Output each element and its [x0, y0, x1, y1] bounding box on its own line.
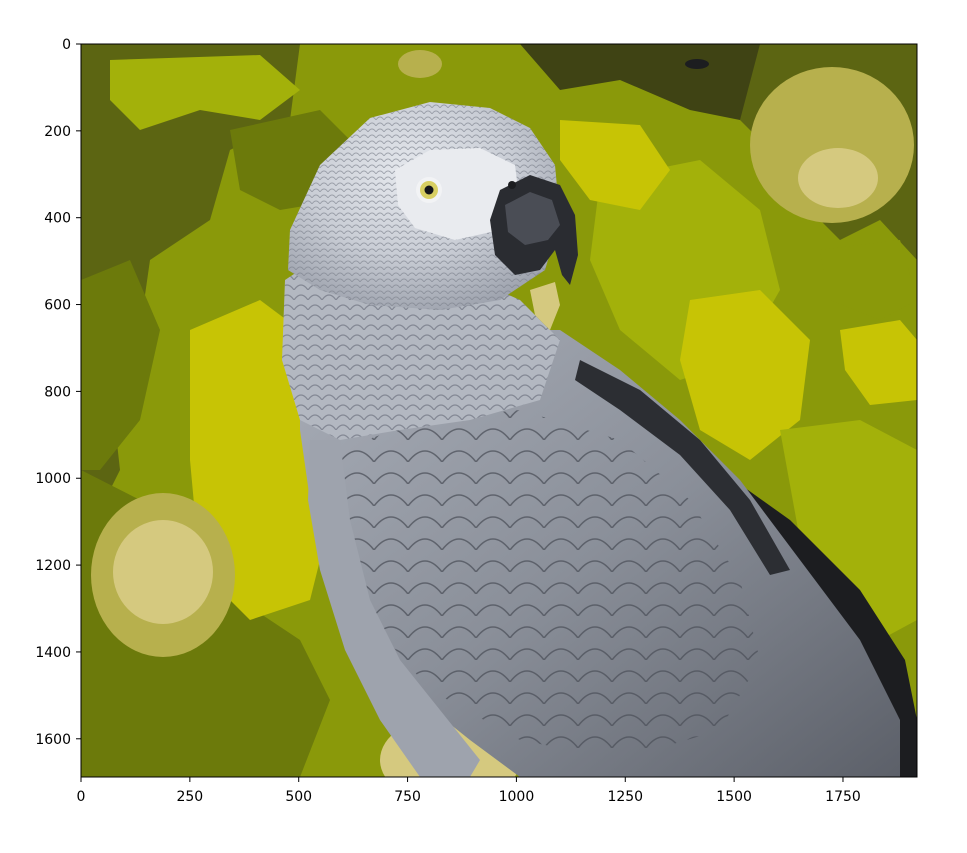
parrot	[282, 102, 917, 777]
parrot-nostril	[508, 181, 516, 189]
y-tick-label: 400	[44, 211, 71, 227]
parrot-belly	[308, 440, 480, 777]
foliage-green-right	[820, 240, 917, 320]
y-tick-label: 1400	[35, 645, 71, 661]
x-axis-ticks: 0 250 500 750 1000 1250 1500 1750	[77, 777, 861, 805]
x-tick-label: 250	[176, 789, 203, 805]
x-tick-label: 0	[77, 789, 86, 805]
foliage-olive-left	[81, 260, 160, 470]
photo-image	[81, 44, 917, 777]
y-tick-label: 200	[44, 124, 71, 140]
parrot-eye-pupil	[424, 185, 434, 195]
foliage-lime-top	[110, 55, 300, 130]
x-tick-label: 1500	[716, 789, 752, 805]
foliage-shadow-left	[81, 44, 300, 520]
y-tick-label: 1000	[35, 471, 71, 487]
y-tick-label: 800	[44, 384, 71, 400]
x-tick-label: 1750	[825, 789, 861, 805]
parrot-throat-tuft	[530, 282, 560, 330]
foliage-yellow-upper	[560, 120, 670, 210]
parrot-wing-edge	[575, 360, 790, 575]
bokeh-circle-left-inner	[113, 520, 213, 624]
axes-frame	[80, 43, 918, 778]
y-tick-label: 0	[62, 37, 71, 53]
y-tick-label: 600	[44, 298, 71, 314]
y-tick-label: 1600	[35, 732, 71, 748]
x-tick-label: 500	[285, 789, 312, 805]
x-tick-label: 1000	[499, 789, 535, 805]
parrot-beak-highlight	[505, 192, 560, 245]
y-axis-ticks: 0 200 400 600 800 1000 1200 1400 1600	[35, 37, 81, 748]
foliage-yellow-right	[680, 290, 810, 460]
parrot-face-patch	[395, 148, 520, 240]
bokeh-spot-dark	[685, 59, 709, 69]
foliage-yellow-right2	[840, 320, 917, 405]
foliage-lime-lower-right	[780, 420, 917, 640]
x-tick-label: 1250	[607, 789, 643, 805]
x-tick-label: 750	[394, 789, 421, 805]
bokeh-spot-top	[398, 50, 442, 78]
y-tick-label: 1200	[35, 558, 71, 574]
foliage-dark-top	[520, 44, 780, 120]
bokeh-circle-topright-inner	[798, 148, 878, 208]
parrot-wing-scales	[340, 410, 760, 760]
